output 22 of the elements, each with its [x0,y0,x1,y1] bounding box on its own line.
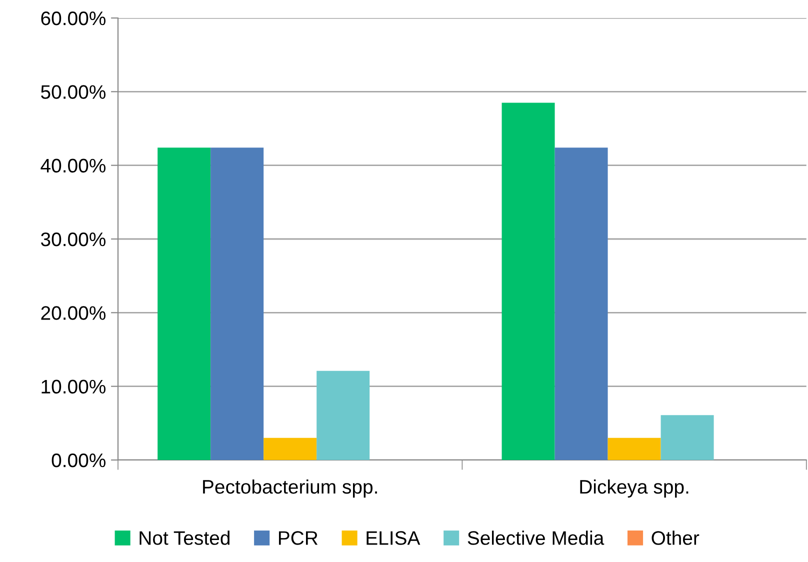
bar [554,148,608,460]
y-tick-label: 40.00% [40,158,106,173]
x-tick-label: Pectobacterium spp. [203,479,377,498]
y-tick-label: 50.00% [41,85,106,99]
legend-label: Other [652,530,700,545]
bar [316,370,370,460]
y-tick-label: 30.00% [40,232,106,246]
bar [264,438,317,460]
legend-label: ELISA [366,531,420,545]
legend-label: Not Tested [140,530,230,545]
legend-label: PCR [278,531,318,545]
bar [158,148,211,460]
bar [608,438,661,460]
legend-label: Selective Media [468,530,604,545]
y-tick-label: 10.00% [42,380,106,394]
bar [660,415,714,460]
bar [502,102,555,460]
x-tick-label: Dickeya spp. [580,479,688,498]
y-tick-label: 60.00% [41,11,106,26]
y-tick-label: 20.00% [41,306,106,320]
bar [210,148,264,460]
y-tick-label: 0.00% [52,453,106,468]
